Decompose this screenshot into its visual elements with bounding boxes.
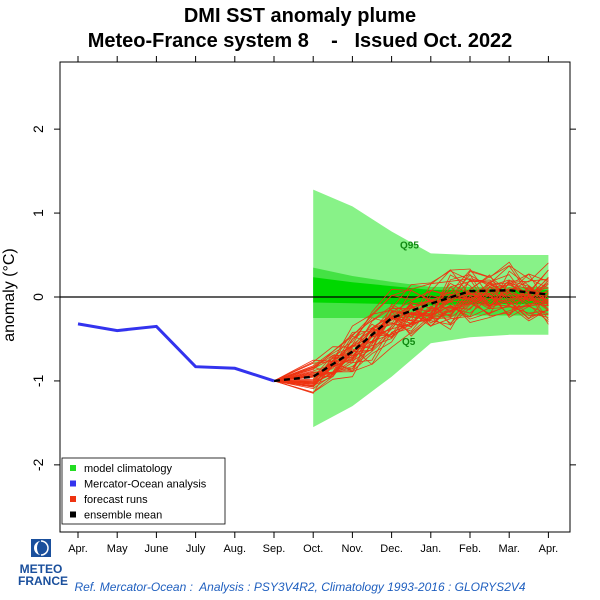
x-tick-label: Dec.: [380, 543, 403, 555]
y-axis-label: anomaly (°C): [1, 248, 18, 342]
forecast-run-line: [273, 278, 549, 382]
y-tick-label: -2: [30, 458, 46, 471]
chart-title-line2: Meteo-France system 8 - Issued Oct. 2022: [87, 30, 513, 52]
x-tick-label: Feb.: [459, 543, 481, 555]
legend-swatch: [70, 496, 76, 502]
y-tick-label: 2: [30, 125, 46, 133]
x-tick-label: Aug.: [223, 543, 246, 555]
forecast-run-line: [273, 282, 549, 382]
meteo-france-logo: METEO FRANCE: [18, 538, 68, 588]
legend-label: ensemble mean: [84, 510, 162, 522]
x-tick-label: Mar.: [498, 543, 519, 555]
x-tick-label: Sep.: [263, 543, 286, 555]
x-tick-label: Nov.: [341, 543, 363, 555]
forecast-run-line: [273, 265, 549, 382]
logo-text-line1: METEO: [19, 562, 63, 576]
legend-swatch: [70, 480, 76, 487]
forecast-run-line: [273, 269, 549, 382]
legend: model climatology Mercator-Ocean analysis…: [61, 457, 226, 525]
legend-swatch: [70, 511, 76, 518]
legend-label: model climatology: [84, 463, 173, 475]
y-tick-label: -1: [30, 374, 46, 387]
forecast-run-line: [273, 269, 549, 382]
y-tick-label: 1: [30, 209, 46, 217]
forecast-run-line: [273, 297, 549, 382]
x-tick-label: Apr.: [68, 543, 88, 555]
logo-text-line2: FRANCE: [18, 574, 68, 588]
forecast-run-line: [273, 265, 549, 382]
meteo-france-emblem-icon: [31, 539, 51, 557]
y-tick-label: 0: [30, 293, 46, 301]
annotation-q5: Q5: [402, 337, 416, 348]
legend-label: forecast runs: [84, 494, 148, 506]
x-tick-label: Apr.: [539, 543, 559, 555]
forecast-run-line: [273, 285, 549, 383]
x-tick-label: June: [144, 543, 168, 555]
forecast-run-line: [273, 281, 549, 382]
x-tick-label: July: [186, 543, 206, 555]
x-tick-label: Jan.: [420, 543, 441, 555]
analysis-line: [77, 322, 275, 383]
forecast-run-line: [273, 277, 549, 382]
x-tick-label: May: [107, 543, 128, 555]
legend-box: [61, 457, 226, 525]
ensemble-mean-line: [273, 289, 549, 383]
chart-title-line1: DMI SST anomaly plume: [183, 5, 417, 27]
forecast-run-line: [273, 293, 549, 388]
reference-note: Ref. Mercator-Ocean : Analysis : PSY3V4R…: [74, 580, 526, 594]
forecast-run-line: [273, 286, 549, 385]
forecast-runs: [273, 261, 549, 394]
x-tick-label: Oct.: [303, 543, 323, 555]
legend-label: Mercator-Ocean analysis: [84, 479, 207, 491]
legend-swatch: [70, 465, 76, 471]
annotation-q95: Q95: [400, 240, 419, 251]
